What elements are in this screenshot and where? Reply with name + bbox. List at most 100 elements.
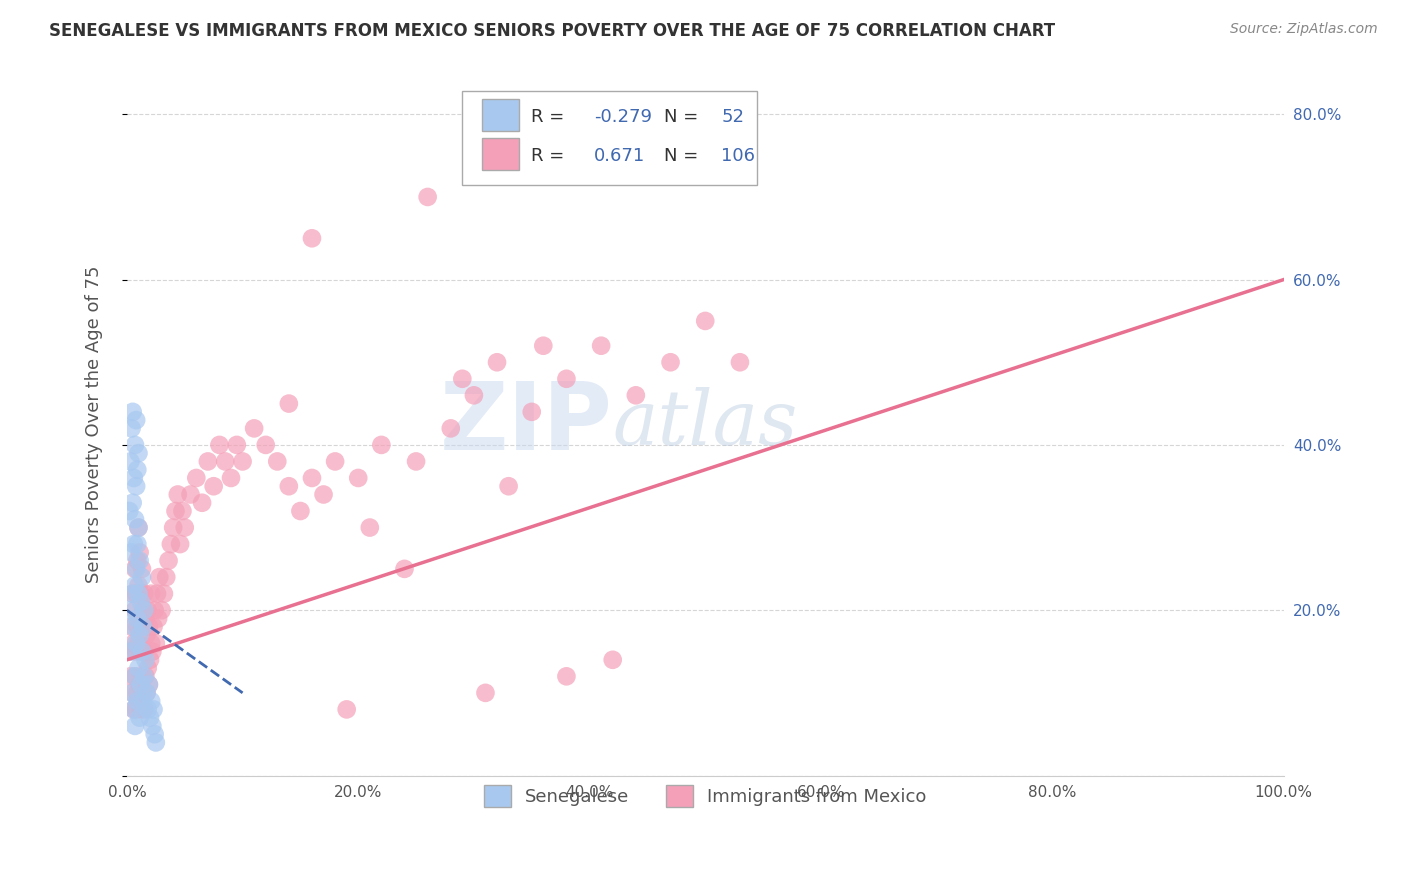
Point bbox=[186, 471, 208, 485]
Point bbox=[131, 644, 153, 658]
Point bbox=[124, 512, 146, 526]
Point bbox=[165, 504, 187, 518]
Point bbox=[127, 463, 149, 477]
Point bbox=[124, 669, 146, 683]
Point bbox=[135, 686, 157, 700]
Point bbox=[125, 413, 148, 427]
Point bbox=[118, 504, 141, 518]
Point bbox=[129, 644, 152, 658]
Point bbox=[134, 603, 156, 617]
Point bbox=[124, 719, 146, 733]
Point bbox=[146, 587, 169, 601]
Point bbox=[301, 231, 323, 245]
Point bbox=[128, 611, 150, 625]
Point bbox=[125, 636, 148, 650]
Point bbox=[132, 603, 155, 617]
Point bbox=[138, 677, 160, 691]
Point bbox=[254, 438, 277, 452]
Text: atlas: atlas bbox=[613, 387, 799, 461]
Point bbox=[125, 562, 148, 576]
Point bbox=[129, 595, 152, 609]
Point bbox=[127, 636, 149, 650]
Text: R =: R = bbox=[530, 108, 564, 126]
Point bbox=[555, 372, 578, 386]
Y-axis label: Seniors Poverty Over the Age of 75: Seniors Poverty Over the Age of 75 bbox=[86, 266, 103, 583]
Point bbox=[124, 578, 146, 592]
Point bbox=[347, 471, 370, 485]
Point bbox=[134, 669, 156, 683]
Point bbox=[169, 537, 191, 551]
Point bbox=[520, 405, 543, 419]
Point bbox=[138, 677, 160, 691]
Point bbox=[153, 587, 176, 601]
Point bbox=[232, 454, 254, 468]
Point bbox=[141, 587, 163, 601]
Point bbox=[121, 421, 143, 435]
Point bbox=[277, 396, 299, 410]
Text: -0.279: -0.279 bbox=[595, 108, 652, 126]
Point bbox=[136, 603, 159, 617]
Point bbox=[122, 537, 145, 551]
Point bbox=[127, 661, 149, 675]
Bar bbox=[482, 99, 519, 130]
Point bbox=[138, 620, 160, 634]
FancyBboxPatch shape bbox=[463, 91, 758, 186]
Point bbox=[129, 702, 152, 716]
Point bbox=[127, 553, 149, 567]
Point bbox=[125, 702, 148, 716]
Point bbox=[121, 405, 143, 419]
Point bbox=[120, 454, 142, 468]
Point bbox=[728, 355, 751, 369]
Point bbox=[122, 636, 145, 650]
Point bbox=[301, 471, 323, 485]
Point bbox=[162, 520, 184, 534]
Point bbox=[191, 496, 214, 510]
Point bbox=[173, 520, 195, 534]
Point bbox=[602, 653, 624, 667]
Point bbox=[135, 686, 157, 700]
Point bbox=[142, 620, 165, 634]
Point bbox=[405, 454, 427, 468]
Point bbox=[132, 620, 155, 634]
Legend: Senegalese, Immigrants from Mexico: Senegalese, Immigrants from Mexico bbox=[475, 775, 935, 815]
Point bbox=[202, 479, 225, 493]
Point bbox=[266, 454, 288, 468]
Point bbox=[555, 669, 578, 683]
Point bbox=[148, 570, 170, 584]
Point bbox=[121, 686, 143, 700]
Point bbox=[129, 587, 152, 601]
Point bbox=[416, 190, 439, 204]
Point bbox=[160, 537, 183, 551]
Point bbox=[155, 570, 177, 584]
Point bbox=[180, 487, 202, 501]
Point bbox=[125, 587, 148, 601]
Point bbox=[659, 355, 682, 369]
Point bbox=[498, 479, 520, 493]
Point bbox=[125, 479, 148, 493]
Point bbox=[451, 372, 474, 386]
Point bbox=[125, 644, 148, 658]
Point bbox=[127, 520, 149, 534]
Point bbox=[141, 636, 163, 650]
Point bbox=[146, 611, 169, 625]
Bar bbox=[482, 138, 519, 170]
Point bbox=[127, 520, 149, 534]
Point bbox=[370, 438, 392, 452]
Point bbox=[145, 636, 167, 650]
Point bbox=[131, 562, 153, 576]
Point bbox=[142, 702, 165, 716]
Text: N =: N = bbox=[664, 147, 697, 165]
Point bbox=[121, 587, 143, 601]
Point bbox=[120, 669, 142, 683]
Point bbox=[336, 702, 359, 716]
Point bbox=[121, 686, 143, 700]
Point bbox=[143, 727, 166, 741]
Point bbox=[145, 735, 167, 749]
Point bbox=[474, 686, 496, 700]
Point bbox=[134, 702, 156, 716]
Point bbox=[127, 446, 149, 460]
Point bbox=[531, 339, 554, 353]
Point bbox=[166, 487, 188, 501]
Point bbox=[131, 570, 153, 584]
Point bbox=[124, 669, 146, 683]
